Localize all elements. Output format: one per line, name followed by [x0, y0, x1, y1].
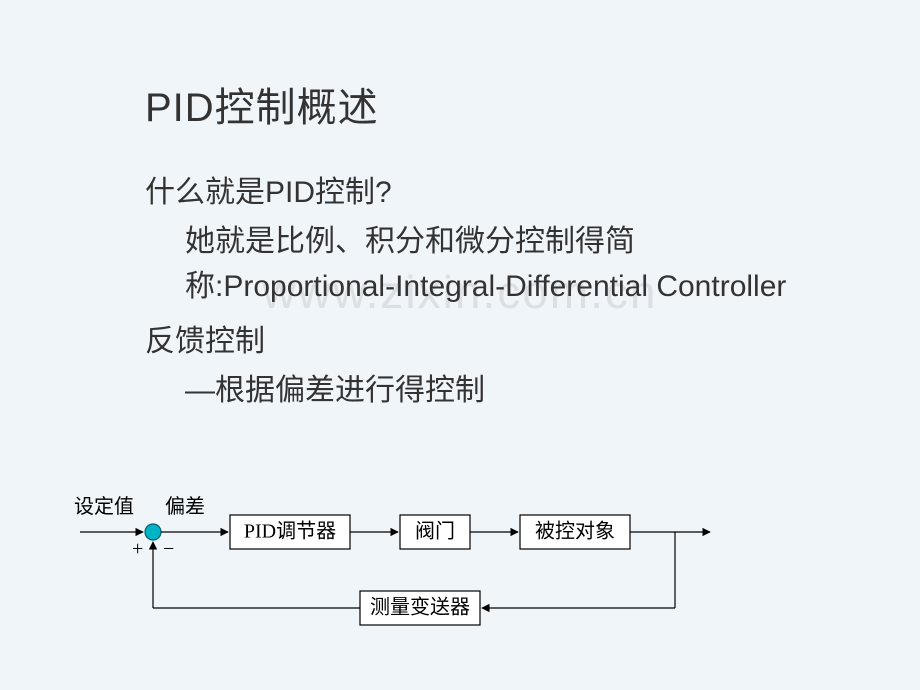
- content-block: 什么就是PID控制? 她就是比例、积分和微分控制得简称:Proportional…: [145, 170, 815, 413]
- block-diagram: 设定值 偏差 + − PID调节器 阀门 被控对象 测量变送器: [70, 495, 850, 655]
- answer-1: 她就是比例、积分和微分控制得简称:Proportional-Integral-D…: [185, 219, 815, 309]
- question-2: 反馈控制: [145, 319, 815, 364]
- label-error: 偏差: [165, 495, 205, 518]
- label-plus: +: [132, 538, 143, 560]
- label-sensor: 测量变送器: [370, 596, 470, 619]
- label-valve: 阀门: [415, 520, 455, 543]
- label-plant: 被控对象: [535, 520, 615, 543]
- answer-2: —根据偏差进行得控制: [185, 368, 815, 413]
- label-pid: PID调节器: [244, 520, 336, 543]
- label-setpoint: 设定值: [74, 495, 134, 518]
- summing-junction: [145, 524, 161, 540]
- page-title: PID控制概述: [145, 75, 379, 133]
- label-minus: −: [163, 538, 174, 560]
- question-1: 什么就是PID控制?: [145, 170, 815, 215]
